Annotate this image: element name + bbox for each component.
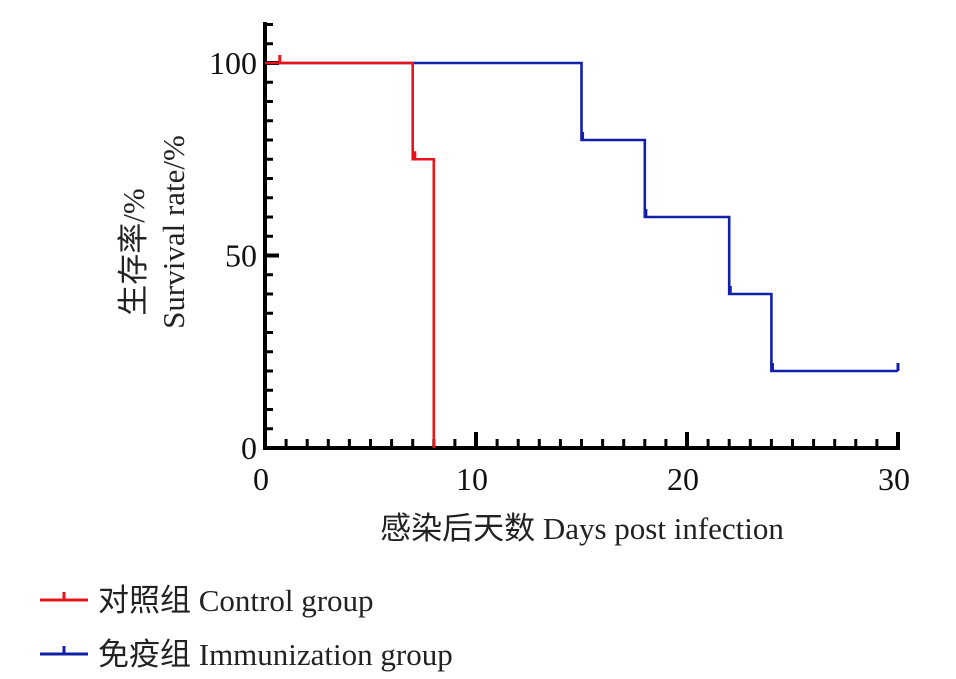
y-tick-label-0: 0 (241, 430, 257, 466)
x-tick-label-10: 10 (456, 461, 488, 497)
legend-item-immunization: 免疫组 Immunization group (40, 637, 453, 672)
y-axis-title-group: 生存率/% Survival rate/% (116, 135, 191, 329)
series-line-immunization (265, 61, 898, 373)
y-tick-label-100: 100 (209, 45, 257, 81)
y-tick-labels: 0 50 100 (209, 45, 257, 466)
x-tick-labels: 0 10 20 30 (253, 461, 910, 497)
x-tick-label-0: 0 (253, 461, 269, 497)
legend-item-control: 对照组 Control group (40, 583, 374, 618)
x-minor-ticks (263, 432, 900, 448)
legend-label-control: 对照组 Control group (98, 583, 374, 618)
legend: 对照组 Control group 免疫组 Immunization group (40, 583, 453, 672)
y-axis-title-cn: 生存率/% (116, 188, 151, 315)
x-axis-title: 感染后天数 Days post infection (380, 511, 784, 546)
y-axis-title-en: Survival rate/% (156, 135, 191, 329)
y-tick-label-50: 50 (225, 238, 257, 274)
series-line-control (265, 61, 436, 448)
x-tick-label-20: 20 (667, 461, 699, 497)
series-layer (265, 55, 900, 448)
x-tick-label-30: 30 (878, 461, 910, 497)
y-minor-ticks (265, 23, 279, 450)
legend-label-immunization: 免疫组 Immunization group (98, 637, 453, 672)
